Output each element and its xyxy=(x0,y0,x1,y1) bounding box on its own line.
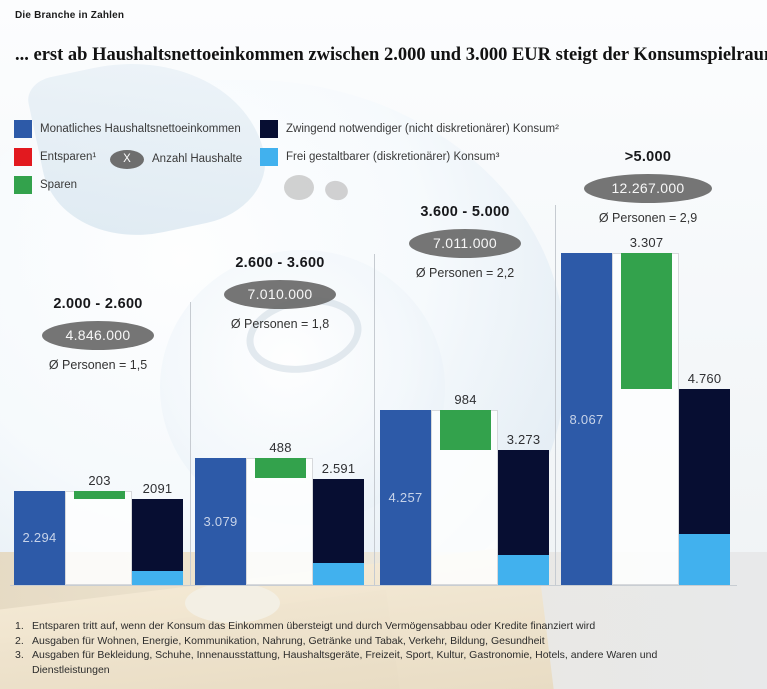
footnote-text: Ausgaben für Bekleidung, Schuhe, Innenau… xyxy=(32,649,658,676)
footnote-number: 2. xyxy=(15,634,24,647)
legend-label-konsum-notwendig: Zwingend notwendiger (nicht diskretionär… xyxy=(286,123,559,135)
legend-label-entsparen: Entsparen¹ xyxy=(40,151,97,163)
legend-swatch-sparen xyxy=(14,176,32,194)
legend-label-sparen: Sparen xyxy=(40,179,78,191)
legend-label-konsum-frei: Frei gestaltbarer (diskretionärer) Konsu… xyxy=(286,151,500,163)
avg-persons-label: Ø Personen = 2,9 xyxy=(598,211,698,225)
legend-swatch-entsparen xyxy=(14,148,32,166)
footnote-number: 3. xyxy=(15,649,24,661)
sparen-bar xyxy=(621,253,672,390)
footnote-1: 1. Entsparen tritt auf, wenn der Konsum … xyxy=(15,619,680,634)
footnote-number: 1. xyxy=(15,620,24,632)
legend-swatch-einkommen xyxy=(14,120,32,138)
footnote-2: 2. Ausgaben für Wohnen, Energie, Kommuni… xyxy=(15,634,680,649)
einkommen-bar: 8.067 xyxy=(561,253,612,585)
section-kicker: Die Branche in Zahlen xyxy=(15,10,125,21)
legend-label-anzahl-haushalte: Anzahl Haushalte xyxy=(152,153,243,165)
households-badge: 12.267.000 xyxy=(584,174,712,203)
households-count-icon: X xyxy=(110,150,144,169)
footnote-text: Entsparen tritt auf, wenn der Konsum das… xyxy=(32,620,596,632)
einkommen-value-label: 8.067 xyxy=(569,411,604,427)
legend-swatch-konsum-notwendig xyxy=(260,120,278,138)
income-range-label: >5.000 xyxy=(624,149,672,165)
footnotes: 1. Entsparen tritt auf, wenn der Konsum … xyxy=(15,619,680,677)
group-header: >5.000 12.267.000 Ø Personen = 2,9 xyxy=(558,149,738,225)
konsum-value-label: 4.760 xyxy=(687,371,722,387)
footnote-3: 3. Ausgaben für Bekleidung, Schuhe, Inne… xyxy=(15,648,680,677)
sparen-value-label: 3.307 xyxy=(629,235,664,251)
legend-swatch-konsum-frei xyxy=(260,148,278,166)
legend-label-einkommen: Monatliches Haushaltsnettoeinkommen xyxy=(40,123,241,135)
footnote-text: Ausgaben für Wohnen, Energie, Kommunikat… xyxy=(32,634,545,647)
